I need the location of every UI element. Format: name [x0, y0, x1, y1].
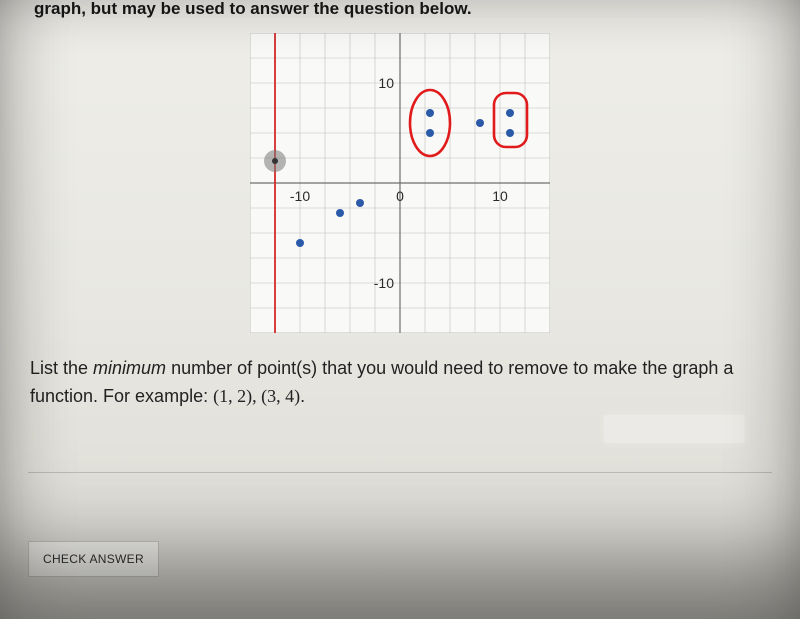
svg-text:10: 10 [378, 75, 394, 91]
check-answer-button[interactable]: CHECK ANSWER [28, 541, 159, 577]
svg-text:-10: -10 [290, 188, 310, 204]
chart-svg: -10 0 10 10 -10 [250, 33, 550, 333]
scatter-chart: -10 0 10 10 -10 [250, 33, 550, 333]
answer-input-area[interactable] [28, 447, 772, 473]
chart-container: -10 0 10 10 -10 [28, 33, 772, 333]
svg-text:10: 10 [492, 188, 508, 204]
cursor-highlight [604, 415, 744, 443]
question-text: List the minimum number of point(s) that… [28, 355, 772, 411]
svg-text:0: 0 [396, 188, 404, 204]
svg-text:-10: -10 [374, 275, 394, 291]
instruction-fragment: graph, but may be used to answer the que… [28, 0, 772, 19]
